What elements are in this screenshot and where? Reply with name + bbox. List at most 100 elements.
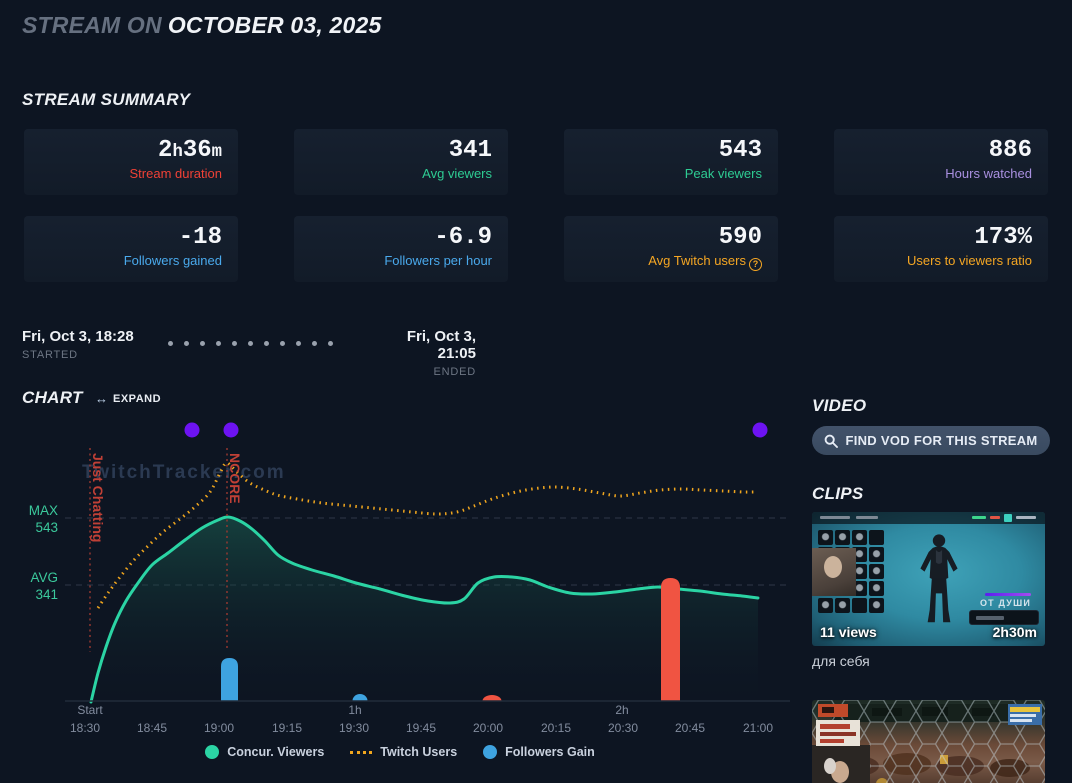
- chart-lines: [89, 461, 760, 704]
- find-vod-button[interactable]: FIND VOD FOR THIS STREAM: [812, 426, 1050, 455]
- x-tick-time: 20:45: [675, 721, 705, 735]
- game-ui-topbar: [812, 512, 1045, 524]
- stat-value: 590: [718, 224, 762, 251]
- game-label-just-chatting: Just Chatting: [90, 453, 106, 542]
- game-marker-dot: [184, 422, 200, 438]
- game-change-lines: [89, 448, 228, 652]
- emote-cell: [818, 598, 833, 613]
- timeline-dot: [280, 341, 285, 346]
- started-date: Fri, Oct 3, 18:28: [22, 328, 134, 345]
- emote-cell: [852, 530, 867, 545]
- viewers-area-fill: [91, 516, 758, 702]
- emote-cell: [869, 547, 884, 562]
- game-scene-art: [812, 700, 1045, 783]
- stat-card-peak-viewers: 543 Peak viewers: [564, 129, 778, 195]
- emote-cell: [835, 530, 850, 545]
- followers-gain-bar: [482, 695, 502, 701]
- emote-cell: [818, 530, 833, 545]
- clip-timestamp-badge: 2h30m: [992, 624, 1037, 640]
- blue-dot-icon: [483, 745, 498, 759]
- timeline-dot: [248, 341, 253, 346]
- timeline-dot: [184, 341, 189, 346]
- stat-value: 341: [448, 137, 492, 164]
- y-avg-value: 341: [35, 587, 58, 602]
- timeline-dots: [168, 341, 333, 346]
- stat-label: Peak viewers: [684, 166, 762, 182]
- game-marker-dot: [752, 422, 768, 438]
- timeline-dot: [216, 341, 221, 346]
- followers-gain-bar: [661, 578, 680, 701]
- timeline-dot: [200, 341, 205, 346]
- game-label-ncore: NCORE: [227, 453, 243, 504]
- timeline-dot: [296, 341, 301, 346]
- emote-cell: [869, 598, 884, 613]
- clip-views-badge: 11 views: [820, 624, 877, 640]
- x-tick-primary: Start: [77, 703, 103, 717]
- stat-card-users-viewers-ratio: 173% Users to viewers ratio: [834, 216, 1048, 282]
- tooltip-box: [969, 610, 1039, 625]
- viewers-line: [89, 515, 760, 704]
- clip-title[interactable]: для себя: [812, 653, 870, 669]
- viewers-area: [91, 516, 758, 702]
- watermark: TwitchTracker.com: [82, 462, 286, 483]
- help-icon[interactable]: ?: [749, 258, 762, 272]
- x-tick-time: 18:45: [137, 721, 167, 735]
- stat-label: Users to viewers ratio: [907, 253, 1032, 269]
- expand-label: EXPAND: [113, 392, 162, 405]
- stat-value: 173%: [974, 224, 1032, 251]
- emote-cell: [835, 598, 850, 613]
- y-max-label: MAX: [29, 503, 58, 518]
- x-tick-time: 18:30: [70, 721, 100, 735]
- title-prefix: STREAM ON: [22, 12, 162, 38]
- y-max-value: 543: [35, 520, 58, 535]
- game-marker-dots: [184, 422, 768, 438]
- stat-label: Followers gained: [123, 253, 222, 269]
- x-tick-time: 20:30: [608, 721, 638, 735]
- followers-gain-bar: [221, 658, 238, 701]
- dotted-line-icon: [350, 750, 373, 754]
- title-date: OCTOBER 03, 2025: [167, 12, 382, 38]
- stat-card-followers-gained: -18 Followers gained: [24, 216, 238, 282]
- facecam-overlay: [812, 548, 856, 596]
- stream-ended-block: Fri, Oct 3, 21:05 ENDED: [378, 328, 476, 378]
- video-heading: VIDEO: [812, 396, 867, 415]
- stat-label: Avg Twitch users?: [580, 253, 762, 272]
- stat-card-hours-watched: 886 Hours watched: [834, 129, 1048, 195]
- timeline-dot: [328, 341, 333, 346]
- stat-card-followers-per-hour: -6.9 Followers per hour: [294, 216, 508, 282]
- timeline-dot: [168, 341, 173, 346]
- x-tick-time: 19:45: [406, 721, 436, 735]
- clip-thumbnail-1[interactable]: ОТ ДУШИ 11 views 2h30m: [812, 512, 1045, 646]
- stat-label: Followers per hour: [384, 253, 492, 269]
- clip-overlay-text: ОТ ДУШИ: [979, 598, 1031, 608]
- x-tick-time: 21:00: [743, 721, 773, 735]
- chart-heading: CHART: [22, 388, 83, 407]
- legend-item-followers-gain[interactable]: Followers Gain: [483, 745, 595, 759]
- legend-item-concur-viewers[interactable]: Concur. Viewers: [205, 745, 324, 759]
- stat-card-avg-viewers: 341 Avg viewers: [294, 129, 508, 195]
- stat-label: Avg viewers: [422, 166, 492, 182]
- clip-thumbnail-2[interactable]: [812, 700, 1045, 783]
- followers-bars: [221, 578, 680, 701]
- ended-date: Fri, Oct 3, 21:05: [406, 328, 476, 362]
- x-tick-time: 19:30: [339, 721, 369, 735]
- stat-label: Stream duration: [129, 166, 223, 182]
- x-axis-labels: Start 1h 2h 18:30 18:45 19:00 19:15 19:30 19:45 2…: [70, 703, 773, 735]
- ended-label: ENDED: [433, 366, 476, 378]
- emote-cell: [869, 564, 884, 579]
- stat-card-avg-twitch-users: 590 Avg Twitch users?: [564, 216, 778, 282]
- stat-label: Hours watched: [945, 166, 1032, 182]
- emote-cell: [869, 530, 884, 545]
- legend-item-twitch-users[interactable]: Twitch Users: [350, 745, 457, 759]
- emote-cell: [869, 581, 884, 596]
- clips-heading: CLIPS: [812, 484, 864, 503]
- stat-value: -18: [178, 224, 222, 251]
- timeline-dot: [264, 341, 269, 346]
- game-character-silhouette: [920, 534, 958, 623]
- stream-chart[interactable]: TwitchTracker.com Just Chatting NCORE MA…: [0, 415, 800, 760]
- twitch-users-line: [96, 461, 757, 609]
- stat-value: 886: [988, 137, 1032, 164]
- expand-chart-button[interactable]: ↔ EXPAND: [95, 392, 161, 405]
- y-avg-label: AVG: [30, 570, 58, 585]
